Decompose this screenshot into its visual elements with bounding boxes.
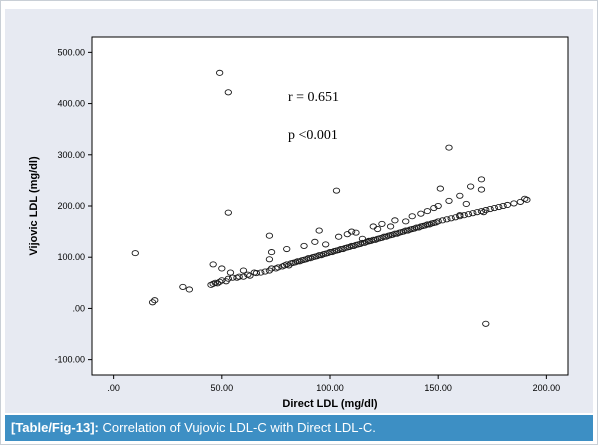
- data-point: [213, 280, 222, 287]
- data-point: [365, 237, 373, 244]
- data-point: [456, 192, 464, 199]
- data-point: [417, 210, 425, 217]
- data-point: [447, 215, 455, 222]
- data-point: [224, 89, 232, 96]
- caption-text: Correlation of Vujovic LDL-C with Direct…: [98, 420, 376, 435]
- y-tick-label: 500.00: [57, 47, 85, 57]
- data-point: [216, 69, 224, 76]
- data-point: [460, 212, 468, 219]
- data-point: [373, 225, 382, 233]
- data-point: [495, 203, 503, 211]
- data-point: [443, 216, 451, 223]
- y-axis-label: Vijovic LDL (mg/dl): [28, 156, 40, 256]
- data-point: [479, 209, 488, 216]
- data-point: [477, 186, 486, 193]
- data-point: [378, 220, 386, 227]
- data-point: [224, 209, 232, 216]
- data-point: [257, 269, 265, 276]
- y-tick-label: 400.00: [57, 99, 85, 109]
- data-point: [490, 204, 499, 212]
- x-tick-label: .00: [107, 383, 120, 393]
- data-point: [265, 256, 274, 263]
- data-point: [283, 245, 291, 253]
- data-point: [386, 223, 395, 230]
- data-point: [209, 261, 217, 268]
- data-point: [358, 235, 367, 242]
- x-tick-label: 50.00: [211, 383, 234, 393]
- data-point: [516, 198, 525, 205]
- x-tick-label: 150.00: [424, 383, 452, 393]
- x-tick-label: 200.00: [533, 383, 561, 393]
- figure-caption: [Table/Fig-13]: Correlation of Vujovic L…: [5, 415, 593, 441]
- plot-area: [91, 36, 569, 376]
- chart-panel: -100.00 .00 100.00 200.00 300.00 400.00 500.00…: [5, 9, 593, 413]
- data-point: [315, 227, 323, 234]
- data-point: [226, 269, 235, 276]
- data-point: [235, 273, 243, 280]
- data-point: [434, 218, 442, 225]
- data-point: [477, 176, 486, 183]
- data-point: [265, 232, 274, 239]
- data-point: [456, 212, 464, 219]
- data-point: [482, 207, 490, 214]
- stat-annotation: p <0.001: [288, 128, 338, 143]
- data-point: [311, 238, 319, 245]
- data-point: [408, 213, 416, 220]
- caption-tag: [Table/Fig-13]:: [11, 420, 99, 435]
- data-point: [486, 206, 494, 213]
- data-point: [466, 183, 475, 190]
- data-point: [523, 196, 531, 203]
- x-tick-label: 100.00: [316, 383, 344, 393]
- y-tick-label: .00: [72, 303, 85, 313]
- data-point: [391, 217, 399, 224]
- data-point: [300, 242, 308, 249]
- data-point: [246, 272, 254, 279]
- data-point: [434, 202, 442, 210]
- data-point: [499, 202, 507, 210]
- data-point: [148, 299, 157, 306]
- y-tick-label: 100.00: [57, 252, 85, 262]
- scatter-plot: -100.00 .00 100.00 200.00 300.00 400.00 500.00…: [28, 36, 569, 410]
- data-point: [445, 144, 453, 151]
- data-point: [469, 210, 477, 217]
- y-tick-label: 300.00: [57, 150, 85, 160]
- y-tick-label: -100.00: [54, 355, 85, 365]
- stat-annotation: r = 0.651: [288, 90, 339, 105]
- data-point: [322, 241, 330, 248]
- data-point: [252, 270, 261, 277]
- data-point: [335, 233, 343, 240]
- data-point: [265, 267, 274, 274]
- data-point: [185, 286, 194, 293]
- data-point: [151, 297, 159, 304]
- data-point: [423, 208, 432, 215]
- data-point: [402, 218, 410, 225]
- data-point: [131, 250, 139, 257]
- data-point: [218, 265, 226, 272]
- data-point: [224, 275, 232, 282]
- data-point: [179, 283, 187, 290]
- data-point: [332, 187, 341, 194]
- data-point: [239, 267, 248, 274]
- data-point: [438, 217, 447, 224]
- x-axis-label: Direct LDL (mg/dl): [282, 398, 377, 410]
- data-point: [352, 229, 360, 236]
- y-tick-label: 200.00: [57, 201, 85, 211]
- data-point: [445, 197, 453, 204]
- data-point: [462, 200, 470, 208]
- data-point: [261, 268, 269, 275]
- data-point: [436, 185, 444, 192]
- data-point: [347, 228, 356, 235]
- data-point: [464, 211, 473, 218]
- data-point: [267, 249, 276, 256]
- data-point: [482, 320, 490, 327]
- data-point: [274, 264, 282, 271]
